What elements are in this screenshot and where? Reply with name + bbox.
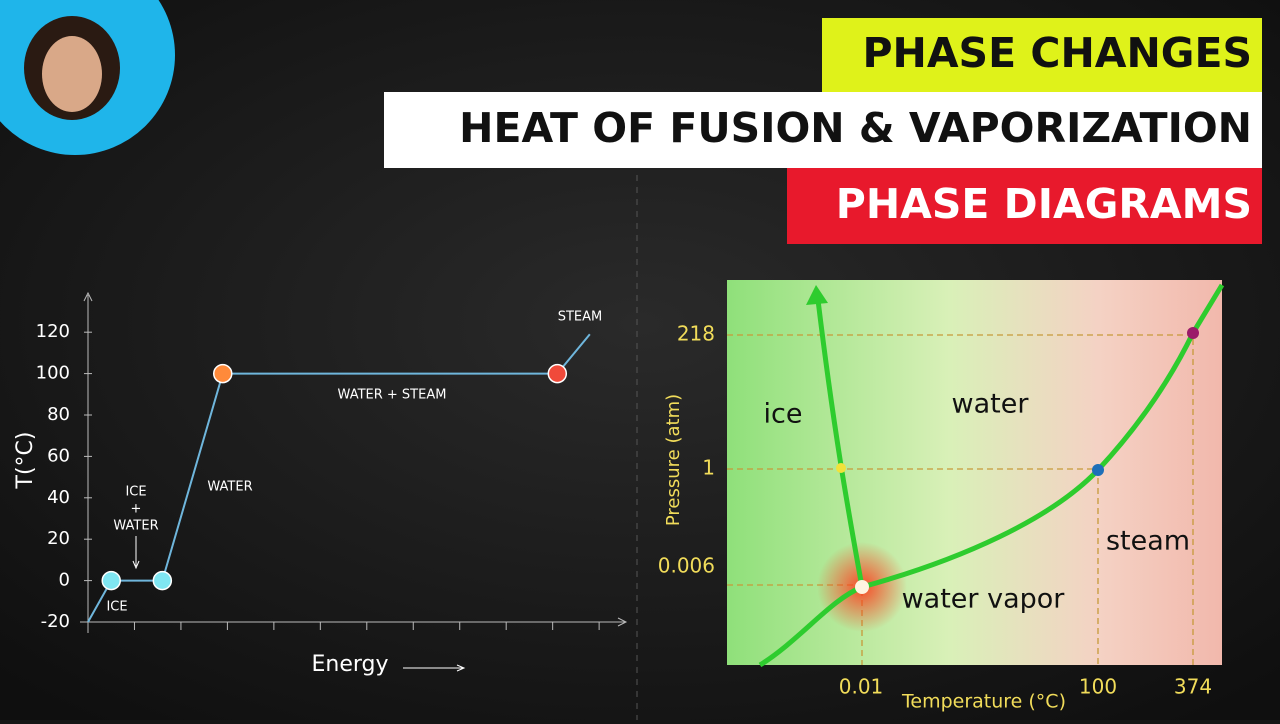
critical-point xyxy=(1187,327,1199,339)
annotation: WATER xyxy=(207,480,252,495)
triple-point xyxy=(855,580,869,594)
y-tick-label: 100 xyxy=(36,363,70,384)
x-tick-label: 0.01 xyxy=(839,675,884,699)
banner-bg xyxy=(384,92,1262,168)
y-tick-label: 80 xyxy=(47,404,70,425)
point xyxy=(213,363,233,384)
annotation: WATER xyxy=(113,519,158,534)
region-label: water xyxy=(952,389,1030,420)
y-axis-label: T(°C) xyxy=(13,432,38,490)
banner: PHASE DIAGRAMS xyxy=(836,180,1252,228)
vaporization-curve xyxy=(758,283,1225,668)
point xyxy=(836,463,846,473)
y-tick-label: 218 xyxy=(677,322,715,346)
annotation: STEAM xyxy=(558,310,603,325)
annotation: ICE xyxy=(125,485,146,500)
point xyxy=(101,570,121,591)
y-tick-label: 40 xyxy=(47,487,70,508)
annotation: ICE xyxy=(106,600,127,615)
y-tick-label: 1 xyxy=(702,456,715,480)
banner-bg xyxy=(822,18,1262,92)
x-tick-label: 100 xyxy=(1079,675,1117,699)
region-label: water vapor xyxy=(902,584,1066,615)
y-axis-label: Pressure (atm) xyxy=(663,394,684,526)
y-tick-label: 120 xyxy=(36,321,70,342)
x-tick-label: 374 xyxy=(1174,675,1212,699)
energy-arrow xyxy=(403,664,466,672)
avatar-face xyxy=(42,36,102,112)
plot-area xyxy=(727,280,1222,665)
point xyxy=(547,363,568,384)
annotation-arrow xyxy=(132,536,140,570)
annotation: + xyxy=(131,502,142,517)
heating-curve: T(°C) Energy ICE ICE + WATER WATER WATER… xyxy=(13,291,628,677)
point xyxy=(1092,464,1104,476)
axis-arrow xyxy=(83,291,93,302)
y-tick-label: 0.006 xyxy=(658,554,715,578)
banner-bg xyxy=(787,168,1262,244)
phase-diagram: ice water steam water vapor Pressure (at… xyxy=(658,280,1225,713)
y-tick-label: 0 xyxy=(59,570,70,591)
x-axis-label: Temperature (°C) xyxy=(901,691,1066,713)
y-tick-label: -20 xyxy=(41,611,70,632)
banner: HEAT OF FUSION & VAPORIZATION xyxy=(459,104,1252,152)
axis-arrow xyxy=(617,617,628,627)
y-tick-label: 20 xyxy=(47,528,70,549)
annotation: WATER + STEAM xyxy=(338,388,447,403)
y-tick-label: 60 xyxy=(47,445,70,466)
x-axis-label: Energy xyxy=(311,652,388,677)
banner: PHASE CHANGES xyxy=(862,29,1252,77)
curve-arrow xyxy=(806,285,828,305)
region-label: steam xyxy=(1106,526,1190,557)
point xyxy=(152,570,173,591)
region-label: ice xyxy=(764,399,803,430)
